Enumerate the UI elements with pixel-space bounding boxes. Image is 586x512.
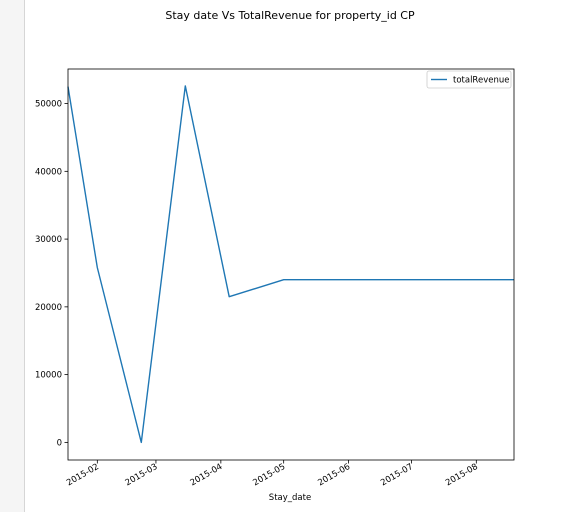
y-tick-label: 40000 — [35, 167, 62, 177]
x-tick-label: 2015-08 — [444, 462, 480, 488]
x-tick-label: 2015-03 — [124, 462, 160, 488]
y-tick-label: 20000 — [35, 303, 62, 313]
legend-box — [426, 70, 512, 89]
chart-title: Stay date Vs TotalRevenue for property_i… — [165, 9, 415, 22]
y-tick-label: 30000 — [35, 235, 62, 245]
plot-frame — [67, 68, 515, 461]
x-axis-label: Stay_date — [269, 493, 311, 503]
left-gutter — [0, 0, 25, 512]
y-tick-label: 10000 — [35, 371, 62, 381]
x-tick-label: 2015-06 — [316, 462, 352, 488]
plot-layer: 0 10000 20000 30000 40000 50000 2015-02 2015-03… — [35, 68, 515, 503]
x-tick-label: 2015-02 — [65, 462, 101, 488]
x-tick-label: 2015-07 — [379, 462, 415, 488]
y-tick-label: 50000 — [35, 100, 62, 110]
legend-label: totalRevenue — [453, 76, 509, 86]
x-tick-label: 2015-04 — [189, 462, 225, 488]
series-line-totalRevenue — [67, 85, 514, 444]
y-tick-label: 0 — [57, 438, 62, 448]
x-tick-label: 2015-05 — [251, 462, 287, 488]
